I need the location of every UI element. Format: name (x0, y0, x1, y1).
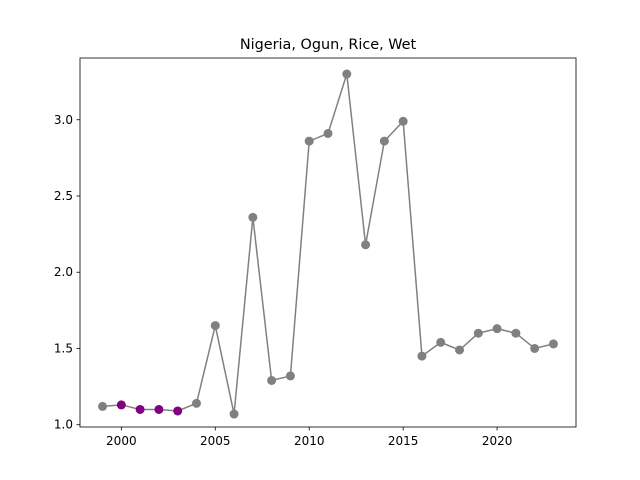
y-tick-label: 3.0 (54, 113, 73, 127)
data-point (455, 345, 465, 355)
y-tick-label: 2.0 (54, 265, 73, 279)
x-tick-label: 2000 (106, 434, 137, 448)
data-point (379, 136, 389, 146)
y-tick-label: 1.5 (54, 341, 73, 355)
data-point (548, 339, 558, 349)
y-tick-label: 1.0 (54, 418, 73, 432)
data-point (398, 116, 408, 126)
data-point (361, 240, 371, 250)
data-point (229, 409, 239, 419)
y-axis: 1.0 1.5 2.0 2.5 3.0 (54, 113, 80, 432)
plot-area (80, 58, 576, 427)
x-tick-label: 2010 (294, 434, 325, 448)
data-point (267, 375, 277, 385)
plot-frame (79, 57, 577, 428)
x-axis: 2000 2005 2010 2015 2020 (106, 427, 512, 448)
data-point (492, 324, 502, 334)
data-point (210, 321, 220, 331)
x-tick-label: 2015 (388, 434, 419, 448)
data-point (511, 328, 521, 338)
data-point (323, 128, 333, 138)
data-points (98, 69, 558, 419)
data-point (530, 343, 540, 353)
highlighted-data-point (154, 404, 164, 414)
y-tick-label: 2.5 (54, 189, 73, 203)
chart-title: Nigeria, Ogun, Rice, Wet (240, 37, 417, 53)
x-tick-label: 2005 (200, 434, 231, 448)
highlighted-data-point (173, 406, 183, 416)
x-tick-label: 2020 (482, 434, 513, 448)
data-point (98, 401, 108, 411)
data-point (473, 328, 483, 338)
data-point (304, 136, 314, 146)
data-point (285, 371, 295, 381)
data-point (248, 212, 258, 222)
data-point (436, 337, 446, 347)
highlighted-data-point (116, 400, 126, 410)
data-point (342, 69, 352, 79)
highlighted-data-point (135, 404, 145, 414)
data-point (417, 351, 427, 361)
data-point (191, 398, 201, 408)
